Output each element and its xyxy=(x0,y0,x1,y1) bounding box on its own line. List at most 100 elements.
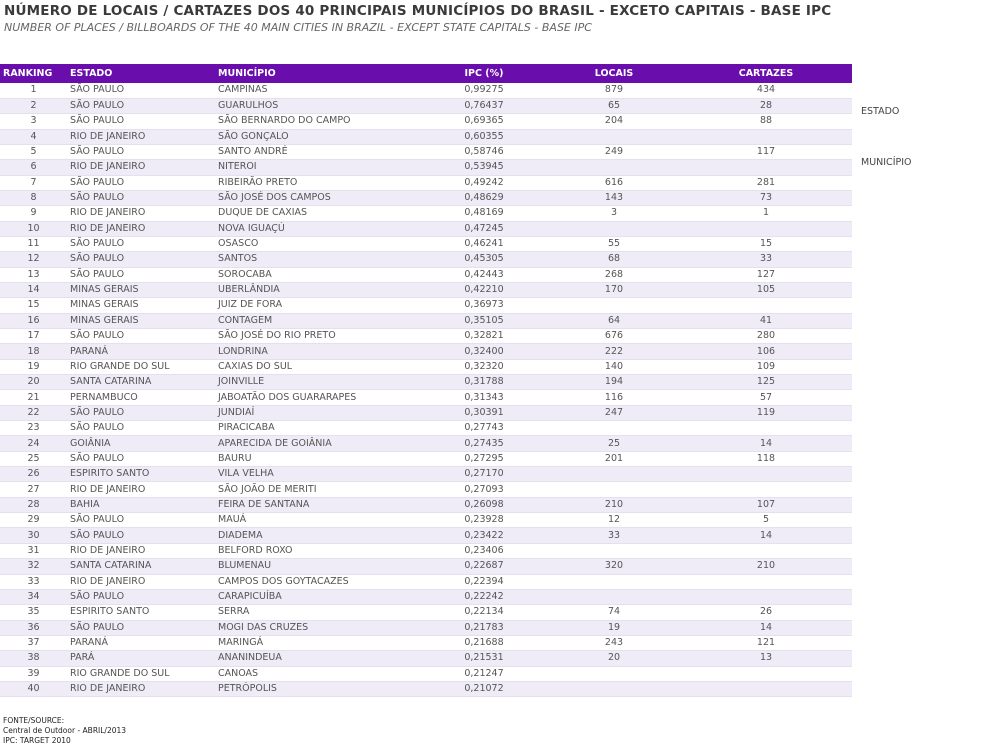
locais-cell: 19 xyxy=(548,620,680,636)
cartazes-cell xyxy=(680,297,852,314)
table-row: 10 RIO DE JANEIRO NOVA IGUAÇÚ 0,47245 xyxy=(0,221,852,237)
source-note: FONTE/SOURCE: Central de Outdoor - ABRIL… xyxy=(3,716,126,746)
locais-cell: 201 xyxy=(548,451,680,468)
cartazes-cell: 15 xyxy=(680,236,852,253)
table-row: 30 SÃO PAULO DIADEMA 0,23422 33 14 xyxy=(0,527,852,544)
table-row: 25 SÃO PAULO BAURU 0,27295 201 118 xyxy=(0,451,852,468)
city-cell: OSASCO xyxy=(215,236,420,253)
ipc-cell: 0,22242 xyxy=(420,589,548,606)
state-cell: SÃO PAULO xyxy=(67,527,215,544)
cartazes-cell: 118 xyxy=(680,451,852,468)
state-cell: RIO DE JANEIRO xyxy=(67,159,215,176)
cartazes-cell: 88 xyxy=(680,113,852,130)
rank-cell: 12 xyxy=(0,251,67,268)
ipc-cell: 0,42443 xyxy=(420,267,548,283)
city-cell: SÃO JOSÉ DOS CAMPOS xyxy=(215,190,420,207)
cartazes-cell: 117 xyxy=(680,144,852,161)
ipc-cell: 0,27093 xyxy=(420,481,548,498)
ipc-cell: 0,21531 xyxy=(420,650,548,667)
cartazes-cell xyxy=(680,420,852,437)
state-cell: BAHIA xyxy=(67,497,215,514)
page-subtitle: NUMBER OF PLACES / BILLBOARDS OF THE 40 … xyxy=(4,21,592,34)
ipc-cell: 0,21688 xyxy=(420,635,548,652)
city-cell: CAMPOS DOS GOYTACAZES xyxy=(215,574,420,590)
state-cell: PARANÁ xyxy=(67,343,215,360)
locais-cell xyxy=(548,543,680,560)
city-cell: SÃO JOSÉ DO RIO PRETO xyxy=(215,328,420,345)
locais-cell: 74 xyxy=(548,604,680,621)
table-row: 24 GOIÂNIA APARECIDA DE GOIÂNIA 0,27435 25 14 xyxy=(0,435,852,452)
cartazes-cell xyxy=(680,574,852,590)
city-cell: CARAPICUÍBA xyxy=(215,589,420,606)
ipc-cell: 0,30391 xyxy=(420,405,548,422)
side-label-estado: ESTADO xyxy=(861,106,900,117)
locais-cell: 3 xyxy=(548,205,680,222)
locais-cell: 12 xyxy=(548,512,680,529)
ipc-cell: 0,23422 xyxy=(420,527,548,544)
cartazes-cell: 127 xyxy=(680,267,852,283)
table-row: 2 SÃO PAULO GUARULHOS 0,76437 65 28 xyxy=(0,98,852,115)
city-cell: PIRACICABA xyxy=(215,420,420,437)
cartazes-cell: 28 xyxy=(680,98,852,115)
city-cell: JABOATÃO DOS GUARARAPES xyxy=(215,389,420,406)
locais-cell: 55 xyxy=(548,236,680,253)
locais-cell xyxy=(548,221,680,237)
page-title: NÚMERO DE LOCAIS / CARTAZES DOS 40 PRINC… xyxy=(4,3,832,19)
rank-cell: 3 xyxy=(0,113,67,130)
ipc-cell: 0,26098 xyxy=(420,497,548,514)
city-cell: SANTOS xyxy=(215,251,420,268)
table-row: 23 SÃO PAULO PIRACICABA 0,27743 xyxy=(0,420,852,437)
ipc-cell: 0,27170 xyxy=(420,466,548,483)
locais-cell: 64 xyxy=(548,313,680,330)
ipc-cell: 0,23406 xyxy=(420,543,548,560)
municipalities-table: RANKING ESTADO MUNICÍPIO IPC (%) LOCAIS … xyxy=(0,64,852,698)
table-row: 28 BAHIA FEIRA DE SANTANA 0,26098 210 107 xyxy=(0,497,852,514)
locais-cell xyxy=(548,466,680,483)
rank-cell: 5 xyxy=(0,144,67,161)
city-cell: MOGI DAS CRUZES xyxy=(215,620,420,636)
cartazes-cell: 14 xyxy=(680,527,852,544)
rank-cell: 8 xyxy=(0,190,67,207)
rank-cell: 2 xyxy=(0,98,67,115)
cartazes-cell: 434 xyxy=(680,83,852,99)
ipc-cell: 0,31343 xyxy=(420,389,548,406)
rank-cell: 13 xyxy=(0,267,67,283)
locais-cell: 879 xyxy=(548,83,680,99)
locais-cell xyxy=(548,589,680,606)
state-cell: SÃO PAULO xyxy=(67,190,215,207)
city-cell: UBERLÂNDIA xyxy=(215,282,420,299)
ipc-cell: 0,69365 xyxy=(420,113,548,130)
ipc-cell: 0,58746 xyxy=(420,144,548,161)
rank-cell: 37 xyxy=(0,635,67,652)
locais-cell: 268 xyxy=(548,267,680,283)
cartazes-cell: 73 xyxy=(680,190,852,207)
city-cell: NITEROI xyxy=(215,159,420,176)
city-cell: ANANINDEUA xyxy=(215,650,420,667)
rank-cell: 35 xyxy=(0,604,67,621)
locais-cell: 65 xyxy=(548,98,680,115)
state-cell: RIO DE JANEIRO xyxy=(67,543,215,560)
rank-cell: 25 xyxy=(0,451,67,468)
rank-cell: 1 xyxy=(0,83,67,99)
cartazes-cell: 13 xyxy=(680,650,852,667)
locais-cell xyxy=(548,159,680,176)
city-cell: DUQUE DE CAXIAS xyxy=(215,205,420,222)
city-cell: BAURU xyxy=(215,451,420,468)
state-cell: SÃO PAULO xyxy=(67,267,215,283)
rank-cell: 23 xyxy=(0,420,67,437)
table-row: 3 SÃO PAULO SÃO BERNARDO DO CAMPO 0,69365 20… xyxy=(0,113,852,130)
rank-cell: 17 xyxy=(0,328,67,345)
state-cell: RIO DE JANEIRO xyxy=(67,681,215,698)
locais-cell: 143 xyxy=(548,190,680,207)
ipc-cell: 0,22394 xyxy=(420,574,548,590)
table-row: 22 SÃO PAULO JUNDIAÍ 0,30391 247 119 xyxy=(0,405,852,422)
rank-cell: 10 xyxy=(0,221,67,237)
locais-cell: 320 xyxy=(548,558,680,575)
city-cell: CONTAGEM xyxy=(215,313,420,330)
city-cell: CAMPINAS xyxy=(215,83,420,99)
locais-cell: 243 xyxy=(548,635,680,652)
locais-cell: 68 xyxy=(548,251,680,268)
table-row: 38 PARÁ ANANINDEUA 0,21531 20 13 xyxy=(0,650,852,667)
state-cell: SÃO PAULO xyxy=(67,451,215,468)
state-cell: PERNAMBUCO xyxy=(67,389,215,406)
